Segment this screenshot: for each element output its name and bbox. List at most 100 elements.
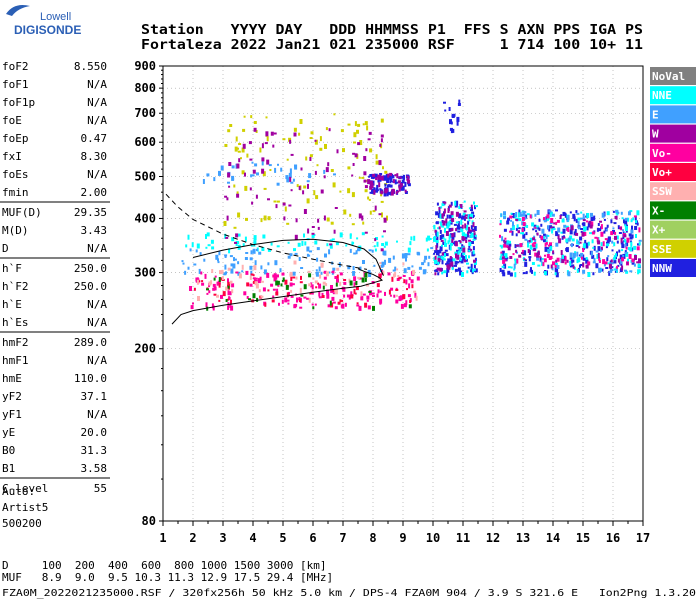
legend-swatch (650, 86, 696, 105)
echo-point (262, 287, 266, 292)
echo-point (372, 173, 376, 177)
echo-point (636, 261, 640, 264)
y-tick-label: 80 (142, 514, 156, 528)
echo-point (466, 228, 469, 231)
legend-swatch (650, 67, 696, 85)
echo-point (350, 291, 353, 297)
echo-point (638, 227, 641, 233)
echo-point (407, 183, 411, 187)
echo-point (290, 153, 294, 156)
echo-point (257, 278, 261, 284)
echo-point (540, 260, 543, 263)
param-label: h`F2 (2, 280, 29, 293)
echo-point (245, 252, 249, 254)
echo-point (469, 216, 473, 219)
echo-point (300, 294, 304, 297)
echo-point (284, 279, 288, 285)
echo-point (298, 132, 301, 136)
echo-point (320, 189, 324, 194)
echo-point (386, 179, 389, 182)
echo-point (504, 253, 508, 259)
echo-point (181, 260, 184, 263)
echo-point (532, 237, 536, 241)
echo-point (636, 222, 639, 226)
echo-point (394, 179, 397, 185)
echo-point (225, 236, 229, 239)
echo-point (250, 250, 253, 255)
echo-point (189, 248, 192, 252)
echo-point (449, 119, 452, 125)
echo-point (469, 229, 473, 232)
echo-point (503, 216, 506, 220)
echo-point (216, 294, 219, 298)
echo-point (455, 253, 457, 259)
echo-point (463, 233, 466, 236)
echo-point (499, 223, 502, 226)
echo-point (410, 236, 413, 241)
echo-point (303, 233, 305, 238)
echo-point (634, 215, 637, 221)
echo-point (308, 283, 312, 287)
echo-point (235, 233, 239, 238)
echo-point (518, 254, 522, 258)
echo-point (306, 198, 310, 204)
echo-point (366, 125, 369, 131)
echo-point (331, 296, 335, 301)
echo-point (585, 242, 589, 248)
echo-point (470, 204, 473, 209)
echo-point (460, 252, 463, 258)
echo-point (243, 291, 247, 296)
legend-swatch (650, 163, 696, 181)
echo-point (460, 204, 463, 208)
echo-point (319, 147, 323, 151)
echo-point (473, 263, 476, 269)
echo-point (232, 178, 235, 180)
echo-point (381, 175, 384, 181)
echo-point (241, 264, 244, 270)
echo-point (633, 245, 637, 250)
echo-point (557, 227, 561, 233)
echo-point (589, 224, 593, 229)
echo-point (268, 164, 272, 167)
echo-point (314, 170, 317, 175)
echo-point (512, 221, 514, 227)
echo-point (275, 280, 279, 286)
echo-point (608, 263, 612, 269)
echo-point (428, 238, 432, 240)
x-tick-label: 13 (516, 531, 530, 545)
echo-point (233, 258, 237, 261)
echo-point (237, 150, 241, 153)
echo-point (253, 265, 257, 271)
echo-point (582, 262, 585, 268)
echo-point (543, 217, 546, 220)
y-tick-label: 300 (134, 266, 156, 280)
echo-points (181, 99, 642, 311)
echo-point (332, 288, 335, 292)
echo-point (352, 242, 355, 244)
echo-point (263, 269, 267, 275)
param-label: fxI (2, 150, 22, 163)
echo-point (501, 265, 505, 268)
echo-point (444, 253, 446, 258)
echo-point (284, 206, 287, 212)
echo-point (556, 265, 560, 269)
echo-point (576, 251, 579, 257)
echo-point (267, 289, 270, 292)
echo-point (369, 148, 373, 153)
echo-point (319, 274, 322, 279)
echo-point (318, 266, 321, 272)
echo-point (462, 212, 466, 216)
echo-point (556, 219, 560, 223)
echo-point (410, 279, 414, 284)
echo-point (208, 281, 212, 286)
echo-point (511, 215, 515, 218)
echo-point (472, 250, 475, 255)
echo-point (438, 210, 441, 214)
echo-point (366, 295, 370, 300)
echo-point (383, 245, 386, 248)
echo-point (449, 245, 452, 251)
echo-point (630, 229, 634, 234)
echo-point (536, 210, 540, 215)
echo-point (614, 253, 617, 258)
echo-point (570, 259, 573, 264)
